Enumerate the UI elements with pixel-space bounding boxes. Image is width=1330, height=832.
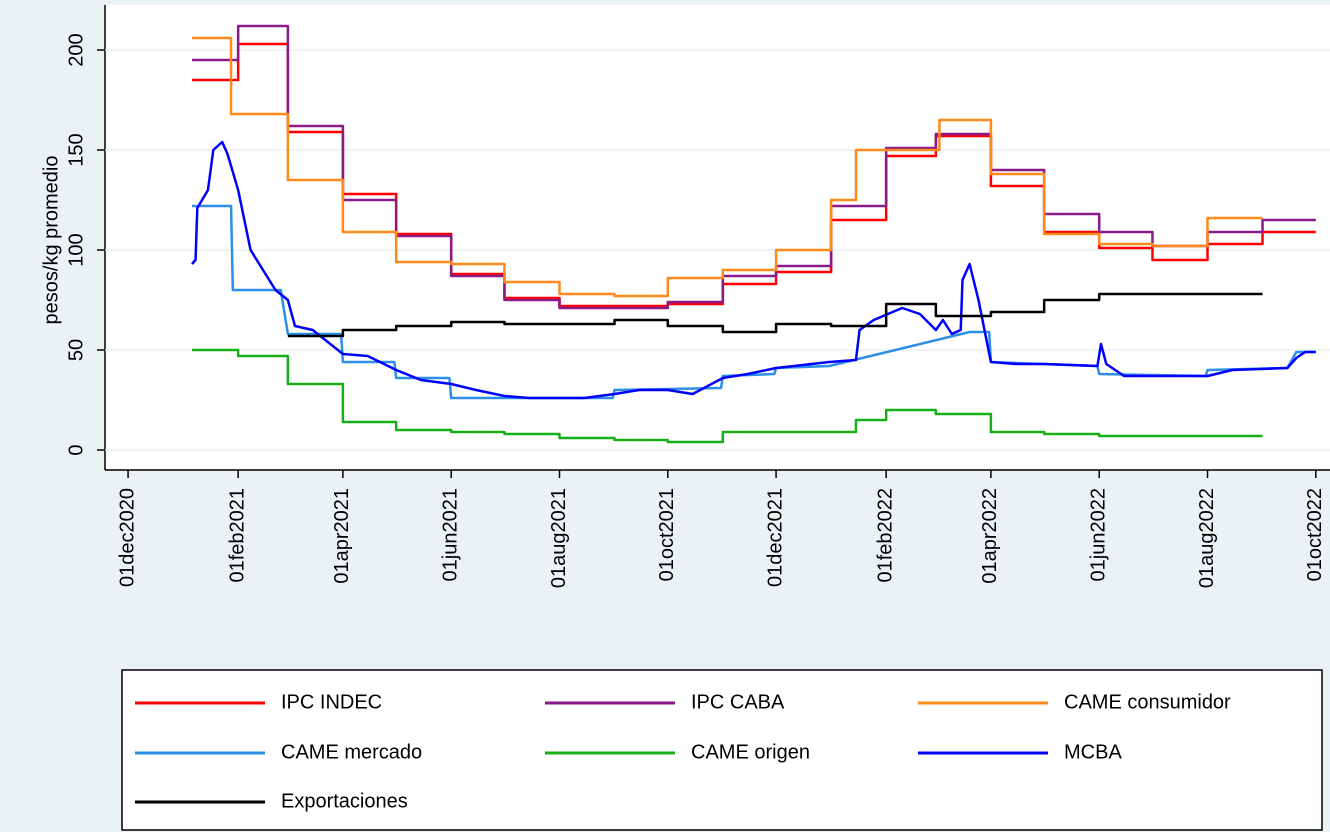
- y-tick-label: 0: [65, 444, 87, 455]
- series-line: [191, 140, 1316, 400]
- plot-area: [105, 5, 1330, 470]
- legend-label: CAME origen: [691, 741, 810, 763]
- legend-label: CAME consumidor: [1064, 691, 1231, 713]
- x-tick-label: 01aug2022: [1196, 488, 1218, 588]
- x-tick-label: 01apr2021: [331, 488, 353, 584]
- x-tick-label: 01feb2022: [874, 488, 896, 583]
- y-tick-label: 50: [65, 339, 87, 361]
- series-line: [191, 348, 1263, 444]
- x-tick-label: 01feb2021: [226, 488, 248, 583]
- y-axis-label: pesos/kg promedio: [40, 156, 62, 325]
- x-tick-label: 01oct2022: [1304, 488, 1326, 581]
- x-tick-label: 01dec2020: [116, 488, 138, 587]
- series-line: [191, 36, 1263, 298]
- series-line: [287, 292, 1263, 338]
- x-tick-label: 01dec2021: [764, 488, 786, 587]
- y-tick-label: 100: [65, 233, 87, 266]
- legend-label: IPC CABA: [691, 691, 785, 713]
- series-line: [191, 24, 1316, 310]
- x-tick-label: 01jun2022: [1087, 488, 1109, 581]
- x-tick-label: 01aug2021: [548, 488, 570, 588]
- legend-label: Exportaciones: [281, 790, 408, 812]
- x-tick-label: 01apr2022: [979, 488, 1001, 584]
- legend: [121, 669, 1323, 831]
- y-tick-label: 150: [65, 133, 87, 166]
- x-tick-label: 01oct2021: [656, 488, 678, 581]
- y-tick-label: 200: [65, 33, 87, 66]
- x-tick-label: 01jun2021: [439, 488, 461, 581]
- legend-label: IPC INDEC: [281, 691, 382, 713]
- legend-label: CAME mercado: [281, 741, 422, 763]
- legend-label: MCBA: [1064, 741, 1122, 763]
- series-line: [191, 42, 1316, 308]
